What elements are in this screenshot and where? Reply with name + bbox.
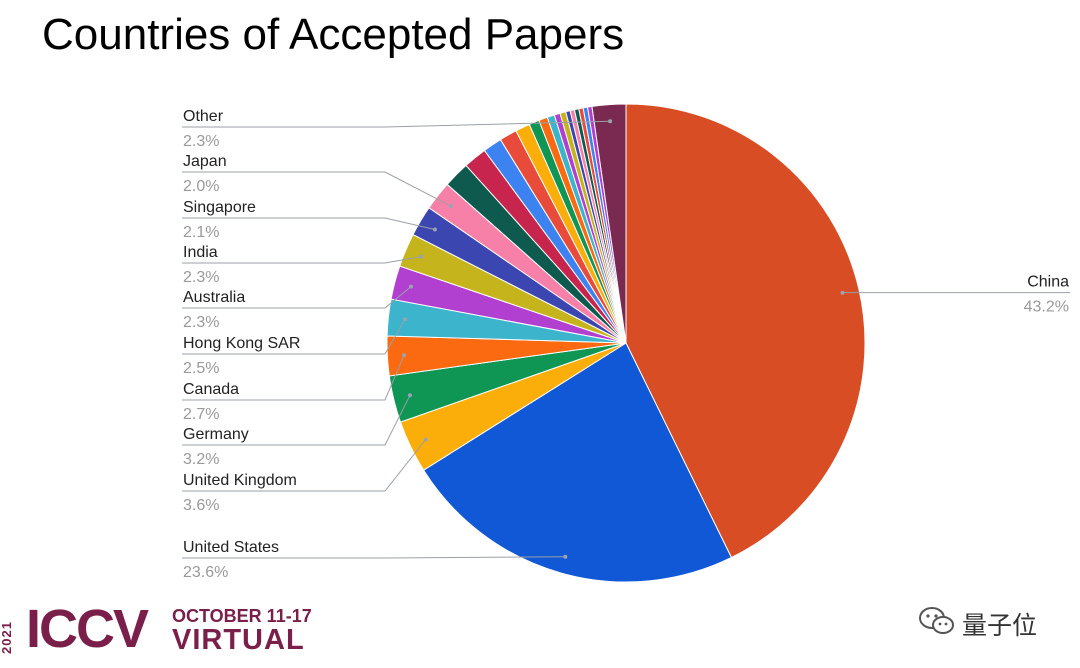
leader-line: [182, 354, 405, 401]
slice-label: Other: [183, 108, 224, 125]
pie-slice-united-states: [422, 342, 733, 583]
logo-dates: OCTOBER 11-17: [172, 606, 312, 626]
logo-wordmark: ICCV: [26, 599, 149, 659]
slice-label: India: [183, 244, 218, 261]
slice-value: 43.2%: [1024, 299, 1069, 316]
slice-label: China: [1027, 274, 1069, 291]
slices: [386, 103, 866, 583]
labels: China 43.2% United States 23.6% United Kingd…: [183, 108, 1069, 581]
leader-line: [182, 556, 566, 559]
leader-line: [182, 439, 427, 492]
slice-label: Australia: [183, 289, 245, 306]
leader-line: [182, 318, 406, 355]
leaders: [182, 119, 1070, 559]
leader-line: [182, 286, 412, 309]
leader-line: [182, 120, 611, 128]
slice-value: 2.7%: [183, 406, 219, 423]
slice-value: 23.6%: [183, 564, 228, 581]
leader-line: [182, 395, 411, 446]
slice-label: United Kingdom: [183, 472, 297, 489]
logo-year: 2021: [0, 621, 14, 654]
leader-line: [182, 217, 436, 230]
logo-mode: VIRTUAL: [172, 624, 305, 656]
slice-value: 2.5%: [183, 360, 219, 377]
slice-value: 2.3%: [183, 269, 219, 286]
slice-value: 3.2%: [183, 451, 219, 468]
slice-label: Japan: [183, 153, 227, 170]
leader-line: [182, 256, 422, 264]
slice-value: 2.3%: [183, 133, 219, 150]
chart-title: Countries of Accepted Papers: [42, 10, 625, 59]
slice-value: 2.3%: [183, 314, 219, 331]
slice-label: Hong Kong SAR: [183, 335, 300, 352]
pie-slice-china: [625, 103, 866, 559]
pie-slice-other: [591, 103, 627, 344]
iccv-logo: 2021 ICCV OCTOBER 11-17 VIRTUAL: [0, 599, 312, 659]
slice-value: 3.6%: [183, 497, 219, 514]
slice-value: 2.0%: [183, 178, 219, 195]
slice-label: Germany: [183, 426, 249, 443]
leader-line: [182, 171, 452, 207]
watermark: 量子位: [918, 604, 1068, 640]
watermark-text: 量子位: [962, 611, 1038, 640]
slice-label: Canada: [183, 381, 239, 398]
slice-label: Singapore: [183, 199, 256, 216]
slice-label: United States: [183, 539, 279, 556]
slice-value: 2.1%: [183, 224, 219, 241]
wechat-icon: [919, 607, 954, 634]
